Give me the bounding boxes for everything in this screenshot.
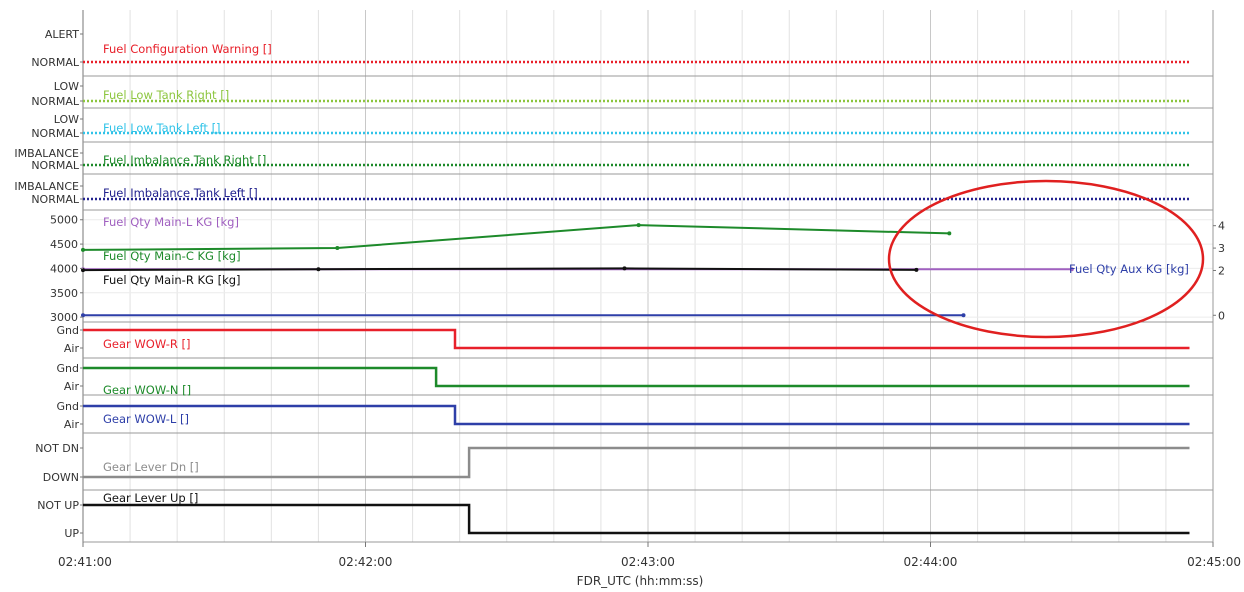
series-line	[83, 366, 1190, 388]
state-tick-label: LOW	[54, 80, 79, 93]
state-tick-label: NORMAL	[31, 193, 80, 206]
labels: ALERT NORMAL Fuel Configuration Warning []…	[14, 28, 1225, 540]
state-tick-label: LOW	[54, 113, 79, 126]
series-point	[1069, 267, 1074, 272]
series-point	[622, 266, 627, 271]
state-tick-label: NORMAL	[31, 127, 80, 140]
series-label: Gear Lever Dn []	[103, 460, 199, 474]
series-label: Gear WOW-R []	[103, 337, 191, 351]
state-tick-label: Gnd	[57, 324, 79, 337]
series-point	[961, 313, 966, 318]
series-label: Gear WOW-L []	[103, 412, 189, 426]
series-line	[83, 503, 1190, 535]
state-tick-label: UP	[64, 527, 79, 540]
state-tick-label: Gnd	[57, 400, 79, 413]
left-tick-label: 3000	[50, 311, 78, 324]
x-axis: 02:41:00 02:42:00 02:43:00 02:44:00 02:45:00	[58, 542, 1241, 569]
state-tick-label: NOT DN	[35, 442, 79, 455]
x-tick-label: 02:45:00	[1187, 555, 1241, 569]
series-line	[83, 404, 1190, 426]
series-point	[81, 313, 85, 318]
grid	[82, 10, 1214, 542]
left-tick-label: 4500	[50, 238, 78, 251]
state-tick-label: Air	[64, 418, 80, 431]
state-tick-label: Air	[64, 380, 80, 393]
state-tick-label: NOT UP	[37, 499, 79, 512]
left-tick-label: 5000	[50, 214, 78, 227]
series-label: Gear WOW-N []	[103, 383, 191, 397]
series-point	[81, 247, 85, 252]
annotations	[887, 179, 1205, 339]
series-point	[914, 267, 919, 272]
series-label: Fuel Qty Aux KG [kg]	[1069, 262, 1189, 276]
series-label: Fuel Low Tank Left []	[103, 121, 221, 135]
state-tick-label: Air	[64, 342, 80, 355]
series-point	[335, 246, 340, 250]
right-tick-label: 0	[1218, 309, 1225, 322]
series-line	[82, 267, 917, 272]
right-tick-label: 4	[1218, 220, 1225, 233]
x-tick-label: 02:43:00	[621, 555, 675, 569]
series-label: Fuel Qty Main-R KG [kg]	[103, 273, 241, 287]
series-line	[83, 328, 1190, 350]
x-axis-label: FDR_UTC (hh:mm:ss)	[577, 574, 704, 588]
series-label: Fuel Qty Main-C KG [kg]	[103, 249, 241, 263]
x-tick-label: 02:42:00	[339, 555, 393, 569]
state-tick-label: IMBALANCE	[14, 180, 79, 193]
series-line	[83, 446, 1190, 479]
series-point	[81, 268, 85, 273]
state-tick-label: Gnd	[57, 362, 79, 375]
highlight-ellipse	[887, 179, 1205, 339]
series-point	[316, 267, 321, 272]
series-label: Fuel Imbalance Tank Right []	[103, 153, 266, 167]
state-tick-label: NORMAL	[31, 159, 80, 172]
series-label: Fuel Low Tank Right []	[103, 88, 229, 102]
state-tick-label: NORMAL	[31, 95, 80, 108]
state-tick-label: DOWN	[43, 471, 79, 484]
right-tick-label: 2	[1218, 264, 1225, 277]
series	[81, 60, 1190, 535]
x-tick-label: 02:41:00	[58, 555, 112, 569]
left-tick-label: 3500	[50, 287, 78, 300]
series-label: Fuel Configuration Warning []	[103, 42, 272, 56]
left-tick-label: 4000	[50, 262, 78, 275]
series-point	[947, 231, 952, 236]
series-line	[82, 224, 950, 251]
series-point	[636, 223, 641, 228]
right-tick-label: 3	[1218, 242, 1225, 255]
state-tick-label: NORMAL	[31, 56, 80, 69]
series-label: Fuel Imbalance Tank Left []	[103, 186, 258, 200]
series-label: Fuel Qty Main-L KG [kg]	[103, 215, 239, 229]
state-tick-label: ALERT	[45, 28, 79, 41]
state-tick-label: IMBALANCE	[14, 147, 79, 160]
x-tick-label: 02:44:00	[904, 555, 958, 569]
series-label: Gear Lever Up []	[103, 491, 198, 505]
